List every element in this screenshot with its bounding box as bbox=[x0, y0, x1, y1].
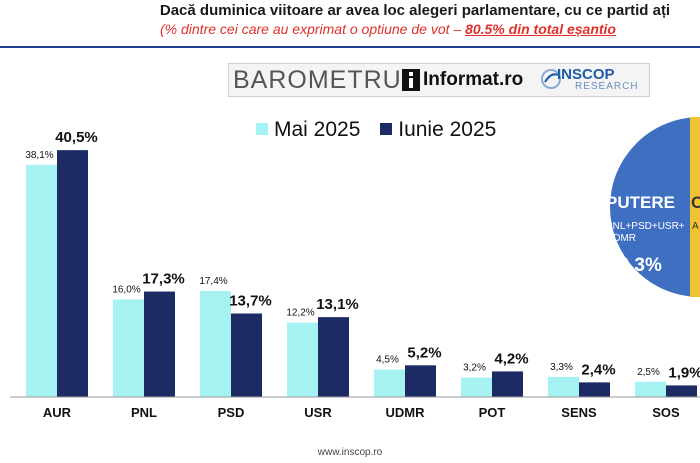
bar-sens-june bbox=[579, 382, 610, 397]
informat-logo-text: Informat.ro bbox=[423, 69, 524, 90]
pie-value-putere: 49,3% bbox=[608, 255, 662, 276]
data-label-sos-may: 2,5% bbox=[637, 367, 660, 378]
data-label-psd-may: 17,4% bbox=[199, 276, 227, 287]
category-label-sos: SOS bbox=[652, 405, 680, 420]
bar-pot-june bbox=[492, 371, 523, 397]
category-label-usr: USR bbox=[304, 405, 332, 420]
data-label-sens-june: 2,4% bbox=[581, 361, 615, 378]
pie-sublabel-opozitie-partial: A bbox=[692, 221, 699, 232]
header-divider bbox=[0, 46, 700, 48]
data-label-aur-june: 40,5% bbox=[55, 129, 98, 146]
pie-slice-opozitie bbox=[690, 117, 700, 297]
informat-logo-icon bbox=[402, 69, 420, 91]
category-label-sens: SENS bbox=[561, 405, 597, 420]
bar-usr-may bbox=[287, 322, 318, 397]
barometer-logo-text: BAROMETRUL bbox=[233, 66, 417, 94]
bar-aur-june bbox=[57, 150, 88, 397]
bar-psd-may bbox=[200, 290, 231, 397]
chart-legend: Mai 2025 Iunie 2025 bbox=[256, 118, 510, 142]
coalition-pie: PUTERE PNL+PSD+USR+ UDMR 49,3% O A bbox=[606, 117, 700, 297]
bar-pnl-may bbox=[113, 299, 144, 397]
footer-url: www.inscop.ro bbox=[317, 447, 383, 458]
pie-label-putere: PUTERE bbox=[606, 193, 675, 212]
pie-slice-putere bbox=[610, 117, 700, 297]
legend-swatch-may bbox=[256, 123, 268, 135]
data-label-sens-may: 3,3% bbox=[550, 362, 573, 373]
bar-usr-june bbox=[318, 317, 349, 397]
legend-item-may: Mai 2025 bbox=[256, 118, 360, 141]
category-label-aur: AUR bbox=[43, 405, 72, 420]
category-label-udmr: UDMR bbox=[386, 405, 426, 420]
bar-sos-may bbox=[635, 381, 666, 397]
bar-sos-june bbox=[666, 385, 697, 397]
pie-label-opozitie-partial: O bbox=[691, 193, 700, 212]
data-label-psd-june: 13,7% bbox=[229, 292, 272, 309]
chart-subtitle: (% dintre cei care au exprimat o optiune… bbox=[160, 21, 616, 37]
data-label-pnl-june: 17,3% bbox=[142, 271, 185, 288]
data-label-udmr-may: 4,5% bbox=[376, 355, 399, 366]
research-logo-text: RESEARCH bbox=[575, 81, 639, 92]
bar-sens-may bbox=[548, 376, 579, 397]
bar-pot-may bbox=[461, 377, 492, 397]
data-label-usr-june: 13,1% bbox=[316, 296, 359, 313]
bar-pnl-june bbox=[144, 291, 175, 397]
bar-udmr-may bbox=[374, 369, 405, 397]
pie-sublabel-line1: PNL+PSD+USR+ bbox=[606, 221, 685, 232]
category-label-psd: PSD bbox=[218, 405, 245, 420]
category-label-pnl: PNL bbox=[131, 405, 157, 420]
data-label-pot-june: 4,2% bbox=[494, 350, 528, 367]
branding-banner: BAROMETRUL Informat.ro INSCOP RESEARCH bbox=[228, 63, 650, 97]
data-label-udmr-june: 5,2% bbox=[407, 344, 441, 361]
pie-sublabel-line2: UDMR bbox=[606, 233, 636, 244]
legend-swatch-june bbox=[380, 123, 393, 135]
data-label-usr-may: 12,2% bbox=[286, 308, 314, 319]
legend-item-june: Iunie 2025 bbox=[380, 118, 496, 141]
data-label-aur-may: 38,1% bbox=[25, 150, 53, 161]
inscop-logo-icon bbox=[541, 69, 561, 89]
inscop-logo-text: INSCOP bbox=[557, 66, 615, 83]
bar-aur-may bbox=[26, 164, 57, 397]
category-label-pot: POT bbox=[479, 405, 506, 420]
bar-udmr-june bbox=[405, 365, 436, 397]
bar-psd-june bbox=[231, 313, 262, 397]
chart-title: Dacă duminica viitoare ar avea loc alege… bbox=[159, 2, 671, 19]
data-label-sos-june: 1,9% bbox=[668, 364, 700, 381]
data-label-pot-may: 3,2% bbox=[463, 362, 486, 373]
data-label-pnl-may: 16,0% bbox=[112, 284, 140, 295]
